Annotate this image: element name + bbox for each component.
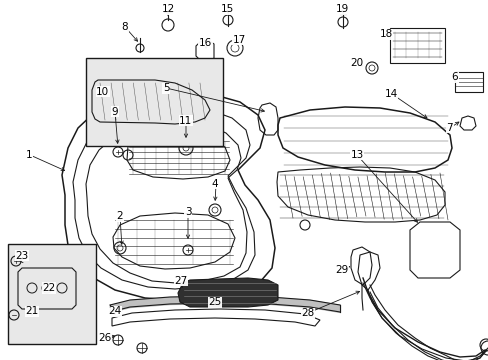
Text: 10: 10 — [96, 87, 109, 97]
Text: 26: 26 — [98, 333, 112, 343]
Text: 14: 14 — [384, 89, 397, 99]
Text: 9: 9 — [111, 107, 118, 117]
Polygon shape — [178, 278, 278, 307]
Text: 23: 23 — [15, 251, 29, 261]
Text: 25: 25 — [208, 297, 222, 307]
Bar — [86, 58, 223, 146]
Text: 22: 22 — [42, 283, 56, 293]
Text: 19: 19 — [335, 4, 348, 14]
Text: 1: 1 — [26, 150, 33, 160]
Text: 18: 18 — [379, 29, 392, 39]
Text: 7: 7 — [446, 123, 452, 133]
Text: 15: 15 — [220, 4, 234, 14]
Text: 24: 24 — [108, 306, 122, 316]
Text: 28: 28 — [301, 308, 314, 318]
Text: 20: 20 — [350, 58, 363, 68]
Text: 12: 12 — [162, 4, 175, 14]
Text: 6: 6 — [450, 72, 457, 82]
Text: 8: 8 — [121, 22, 128, 32]
Text: 5: 5 — [163, 83, 169, 93]
Text: 16: 16 — [198, 38, 212, 48]
Text: 27: 27 — [174, 276, 187, 286]
Text: 21: 21 — [25, 306, 39, 316]
Text: 2: 2 — [116, 211, 123, 221]
Text: 29: 29 — [335, 265, 348, 275]
Text: 4: 4 — [211, 179, 218, 189]
Text: 11: 11 — [179, 116, 192, 126]
Text: 3: 3 — [184, 207, 191, 217]
Bar — [454, 72, 482, 92]
Bar — [389, 28, 444, 63]
Bar — [8, 244, 96, 344]
Text: 13: 13 — [349, 150, 363, 160]
Text: 17: 17 — [232, 35, 246, 45]
